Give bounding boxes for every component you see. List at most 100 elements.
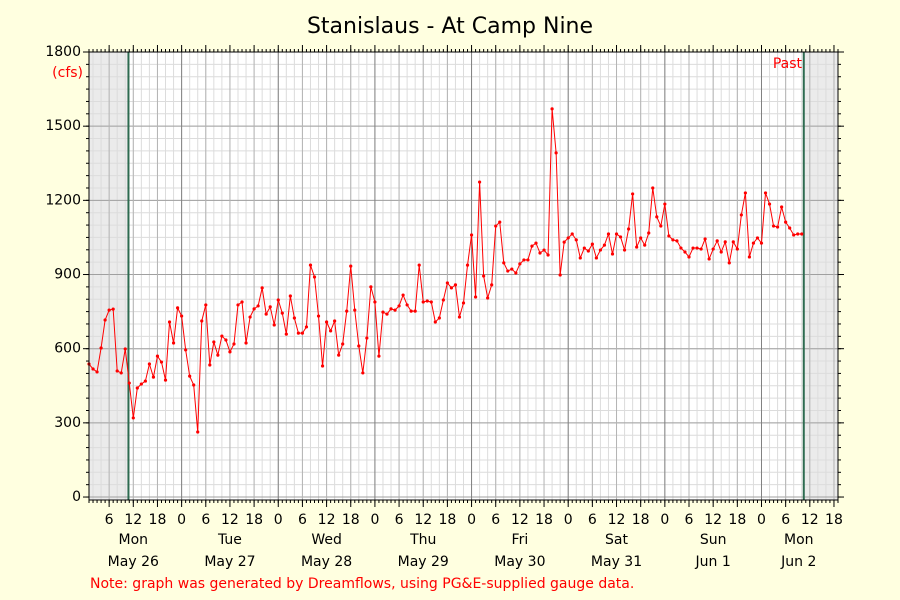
data-point — [445, 281, 449, 285]
day-date: May 30 — [494, 554, 545, 570]
data-point — [627, 227, 631, 231]
data-point — [727, 261, 731, 265]
data-line — [88, 108, 802, 433]
data-point — [606, 232, 611, 236]
data-point — [546, 253, 550, 257]
data-point — [671, 238, 675, 242]
day-name: Thu — [409, 532, 436, 548]
x-tick-label: 18 — [535, 512, 553, 528]
data-point — [324, 320, 329, 324]
data-point — [763, 191, 768, 195]
data-point — [353, 308, 357, 312]
data-point — [562, 240, 566, 244]
x-tick-label: 18 — [438, 512, 456, 528]
data-point — [373, 300, 377, 304]
x-tick-label: 12 — [704, 512, 722, 528]
data-point — [457, 315, 462, 319]
data-point — [304, 325, 309, 329]
data-point — [361, 371, 365, 375]
data-point — [699, 247, 703, 251]
data-point — [192, 383, 196, 387]
data-point — [542, 248, 546, 252]
x-tick-label: 12 — [221, 512, 239, 528]
data-point — [695, 246, 699, 250]
data-point — [393, 308, 397, 312]
data-point — [264, 312, 268, 316]
data-point — [667, 234, 671, 238]
data-point — [272, 323, 276, 327]
data-point — [256, 304, 260, 308]
x-tick-label: 0 — [757, 512, 766, 528]
y-tick-label: 600 — [54, 341, 81, 357]
data-point — [280, 311, 284, 315]
data-point — [659, 224, 663, 228]
x-tick-label: 6 — [588, 512, 597, 528]
data-point — [188, 374, 192, 378]
day-date: May 26 — [108, 554, 159, 570]
data-point — [437, 316, 441, 320]
data-point — [236, 303, 240, 307]
data-point — [796, 232, 800, 236]
data-point — [99, 346, 103, 350]
x-tick-label: 6 — [491, 512, 500, 528]
data-point — [107, 308, 111, 312]
data-layer — [87, 107, 804, 434]
data-point — [461, 301, 466, 305]
data-point — [784, 220, 788, 224]
data-point — [163, 378, 168, 382]
data-point — [755, 236, 760, 240]
data-point — [421, 300, 425, 304]
data-point — [502, 261, 506, 265]
x-tick-label: 0 — [274, 512, 283, 528]
data-point — [731, 240, 735, 244]
data-point — [224, 338, 228, 342]
data-point — [95, 370, 99, 374]
data-point — [216, 353, 220, 357]
data-point — [220, 334, 224, 338]
data-point — [240, 300, 244, 304]
data-point — [735, 247, 739, 251]
data-point — [490, 283, 494, 287]
data-point — [614, 232, 619, 236]
data-point — [111, 307, 115, 311]
x-tick-label: 0 — [660, 512, 669, 528]
data-point — [639, 236, 643, 240]
data-point — [333, 319, 337, 323]
shaded-region — [803, 52, 838, 500]
x-tick-label: 0 — [370, 512, 379, 528]
x-tick-label: 18 — [728, 512, 746, 528]
data-point — [683, 250, 687, 254]
data-point — [349, 264, 353, 268]
data-point — [558, 273, 562, 277]
day-date: Jun 1 — [695, 554, 731, 570]
day-date: May 29 — [398, 554, 449, 570]
day-name: Mon — [784, 532, 814, 548]
day-date: May 31 — [591, 554, 642, 570]
data-point — [530, 244, 534, 248]
data-point — [441, 298, 445, 302]
data-point — [550, 107, 554, 111]
data-point — [123, 347, 127, 351]
data-point — [171, 341, 176, 345]
data-point — [405, 303, 409, 307]
x-tick-label: 0 — [177, 512, 186, 528]
day-name: Wed — [311, 532, 342, 548]
data-point — [167, 320, 172, 324]
data-point — [425, 299, 429, 303]
day-name: Sat — [605, 532, 628, 548]
data-point — [401, 293, 405, 297]
data-point — [486, 296, 490, 300]
data-point — [184, 348, 188, 352]
x-tick-label: 12 — [608, 512, 626, 528]
data-point — [767, 202, 772, 206]
data-point — [538, 251, 542, 255]
data-point — [345, 309, 349, 313]
data-point — [131, 416, 135, 420]
x-tick-label: 0 — [564, 512, 573, 528]
data-point — [119, 371, 123, 375]
data-point — [743, 191, 747, 195]
data-point — [389, 307, 393, 311]
data-point — [647, 231, 651, 235]
data-point — [759, 241, 764, 245]
